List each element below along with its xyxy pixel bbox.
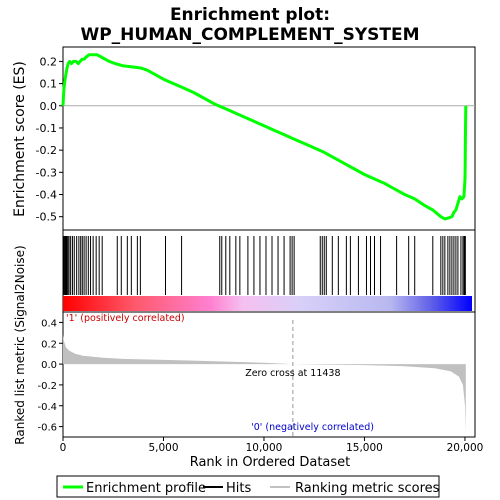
metric-y-tick-label: 0.0 (41, 360, 57, 371)
metric-y-label: Ranked list metric (Signal2Noise) (13, 245, 27, 444)
es-y-tick-label: -0.2 (36, 144, 57, 157)
es-y-ticks: 0.2 0.1 0.0 -0.1 -0.2 -0.3 -0.4 -0.5 (36, 55, 63, 224)
x-tick-label: 15,000 (346, 442, 383, 454)
legend-hits-label: Hits (226, 481, 251, 496)
zero-cross-label: Zero cross at 11438 (245, 368, 340, 379)
x-tick-label: 0 (60, 442, 67, 454)
metric-panel-frame (62, 311, 476, 438)
hits-panel (62, 229, 476, 313)
metric-panel: 0.4 0.2 0.0 -0.2 -0.4 -0.6 '1' (positively co… (13, 245, 476, 445)
metric-y-tick-label: 0.2 (41, 339, 57, 350)
negative-correlation-label: '0' (negatively correlated) (251, 422, 374, 433)
legend-metric-label: Ranking metric scores (295, 481, 440, 496)
legend-es-label: Enrichment profile (86, 481, 206, 496)
es-y-tick-label: 0.1 (40, 78, 58, 91)
legend: Enrichment profile Hits Ranking metric s… (56, 475, 440, 498)
es-y-tick-label: -0.3 (36, 166, 57, 179)
x-tick-label: 20,000 (447, 442, 484, 454)
metric-y-tick-label: 0.4 (41, 318, 57, 329)
positive-correlation-label: '1' (positively correlated) (66, 313, 185, 324)
ranking-color-bar (63, 296, 472, 311)
x-tick-label: 5,000 (148, 442, 178, 454)
x-axis-label: Rank in Ordered Dataset (190, 455, 351, 470)
metric-y-tick-label: -0.6 (37, 423, 57, 434)
es-y-tick-label: 0.0 (40, 100, 58, 113)
metric-y-ticks: 0.4 0.2 0.0 -0.2 -0.4 -0.6 (37, 318, 63, 434)
es-panel: 0.2 0.1 0.0 -0.1 -0.2 -0.3 -0.4 -0.5 Enrichment… (12, 46, 476, 231)
metric-y-tick-label: -0.2 (37, 381, 57, 392)
es-y-tick-label: 0.2 (40, 55, 58, 68)
es-y-label: Enrichment score (ES) (12, 61, 28, 217)
x-axis-ticks: 0 5,000 10,000 15,000 20,000 (60, 437, 484, 454)
legend-frame (56, 475, 440, 498)
es-panel-frame (62, 46, 476, 231)
hit-lines (63, 236, 466, 295)
chart-title-line1: Enrichment plot: (170, 5, 330, 25)
chart-title-line2: WP_HUMAN_COMPLEMENT_SYSTEM (80, 25, 419, 45)
es-y-tick-label: -0.5 (36, 211, 57, 224)
x-tick-label: 10,000 (246, 442, 283, 454)
es-y-tick-label: -0.1 (36, 122, 57, 135)
metric-y-tick-label: -0.4 (37, 402, 57, 413)
es-y-tick-label: -0.4 (36, 189, 57, 202)
enrichment-profile-line (61, 53, 468, 221)
ranking-metric-area (63, 334, 466, 432)
